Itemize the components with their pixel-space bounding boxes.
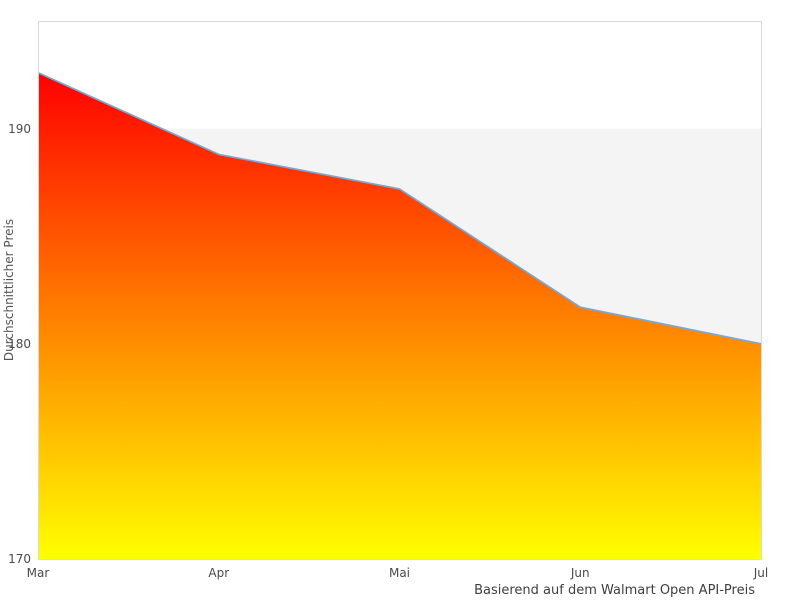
y-axis-title: Durchschnittlicher Preis: [2, 218, 16, 362]
plot-border: [38, 21, 762, 560]
x-tick-mar: Mar: [26, 566, 50, 580]
x-tick-jun: Jun: [570, 566, 590, 580]
series-line: [37, 71, 762, 345]
y-tick-180: 180: [8, 336, 31, 351]
y-tick-190: 190: [8, 121, 31, 136]
chart-caption: Basierend auf dem Walmart Open API-Preis: [474, 583, 755, 598]
x-tick-jul: Jul: [753, 566, 769, 580]
y-tick-170: 170: [8, 552, 31, 566]
x-tick-mai: Mai: [388, 566, 411, 580]
x-tick-apr: Apr: [208, 566, 230, 580]
area-series: [38, 72, 761, 559]
